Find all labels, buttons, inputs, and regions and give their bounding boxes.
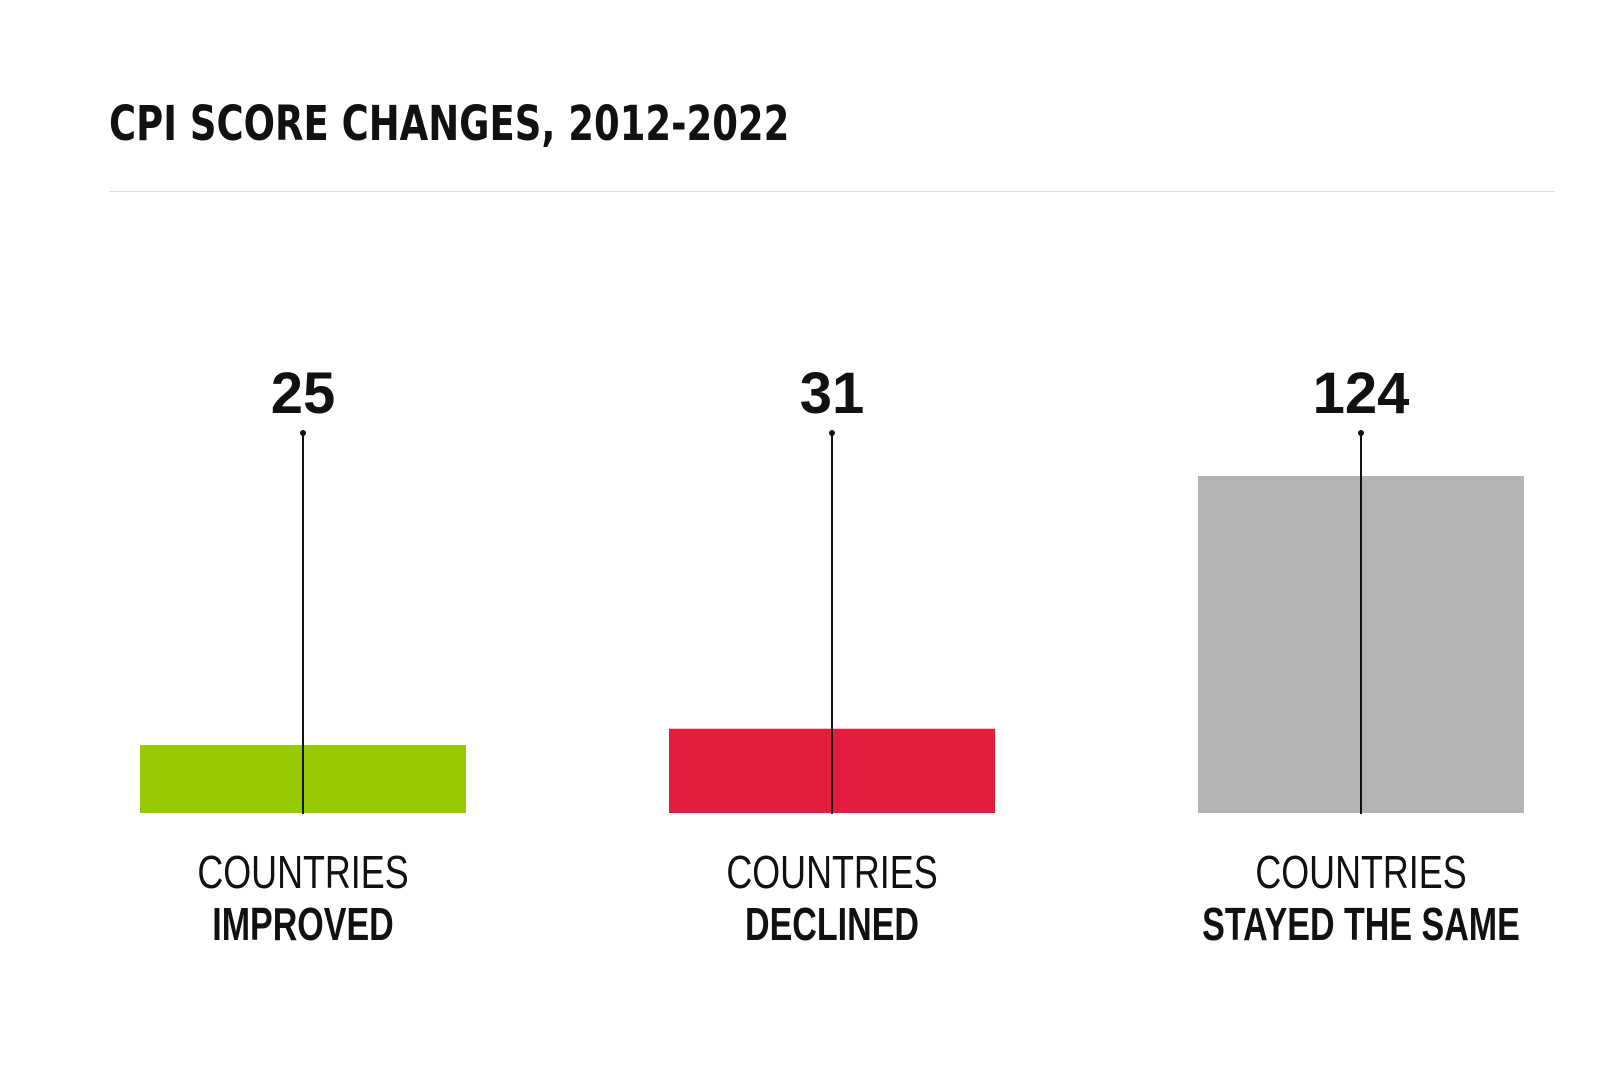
category-label-line1-declined: COUNTRIES xyxy=(726,847,937,898)
category-label-line2-declined: DECLINED xyxy=(745,898,919,950)
leader-dot-improved xyxy=(300,430,306,436)
leader-dot-declined xyxy=(829,430,835,436)
category-label-line2-improved: IMPROVED xyxy=(212,898,394,950)
chart-title: CPI SCORE CHANGES, 2012-2022 xyxy=(109,96,790,152)
value-label-improved: 25 xyxy=(271,361,336,426)
category-label-line1-stayed-the-same: COUNTRIES xyxy=(1255,847,1466,898)
title-divider xyxy=(109,191,1555,192)
value-label-stayed-the-same: 124 xyxy=(1313,361,1410,426)
leader-dot-stayed-the-same xyxy=(1358,430,1364,436)
category-label-line2-stayed-the-same: STAYED THE SAME xyxy=(1202,898,1520,950)
category-label-line1-improved: COUNTRIES xyxy=(197,847,408,898)
value-label-declined: 31 xyxy=(800,361,865,426)
